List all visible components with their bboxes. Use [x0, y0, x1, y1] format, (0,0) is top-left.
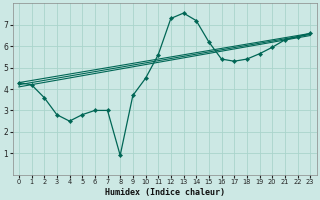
X-axis label: Humidex (Indice chaleur): Humidex (Indice chaleur) — [105, 188, 225, 197]
